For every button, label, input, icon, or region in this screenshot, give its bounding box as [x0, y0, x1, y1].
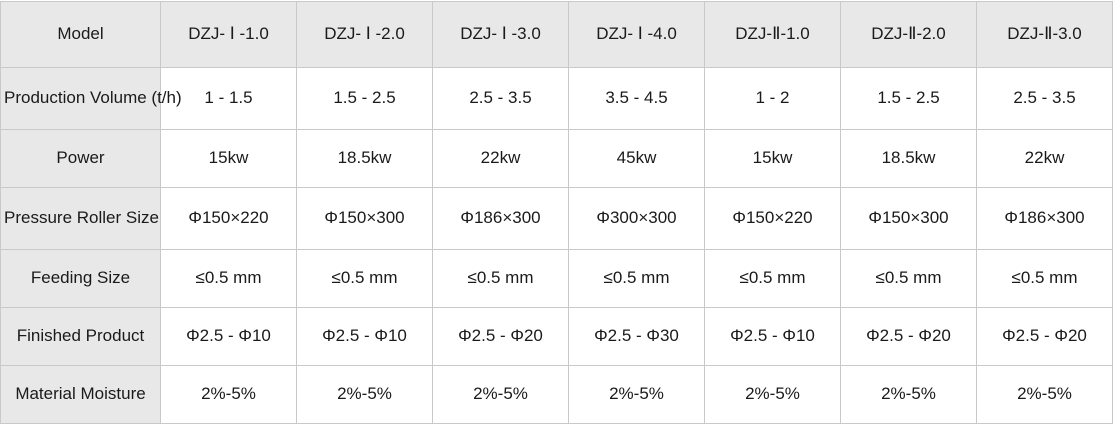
cell-production-volume-1: 1 - 1.5 — [160, 67, 297, 130]
cell-feeding-size-5: ≤0.5 mm — [704, 249, 841, 308]
table-row-material-moisture: Material Moisture 2%-5% 2%-5% 2%-5% 2%-5… — [0, 365, 1113, 424]
table-row-power: Power 15kw 18.5kw 22kw 45kw 15kw 18.5kw … — [0, 129, 1113, 188]
table-row-model: Model DZJ- Ⅰ -1.0 DZJ- Ⅰ -2.0 DZJ- Ⅰ -3.… — [0, 1, 1113, 68]
cell-feeding-size-2: ≤0.5 mm — [296, 249, 433, 308]
column-header-model-6: DZJ-Ⅱ-2.0 — [840, 1, 977, 68]
cell-pressure-roller-size-1: Φ150×220 — [160, 187, 297, 250]
column-header-model-4: DZJ- Ⅰ -4.0 — [568, 1, 705, 68]
cell-material-moisture-4: 2%-5% — [568, 365, 705, 424]
cell-power-4: 45kw — [568, 129, 705, 188]
cell-feeding-size-7: ≤0.5 mm — [976, 249, 1113, 308]
cell-material-moisture-5: 2%-5% — [704, 365, 841, 424]
cell-power-1: 15kw — [160, 129, 297, 188]
cell-power-5: 15kw — [704, 129, 841, 188]
column-header-model-1: DZJ- Ⅰ -1.0 — [160, 1, 297, 68]
row-header-material-moisture: Material Moisture — [0, 365, 161, 424]
column-header-model-5: DZJ-Ⅱ-1.0 — [704, 1, 841, 68]
cell-production-volume-3: 2.5 - 3.5 — [432, 67, 569, 130]
table-row-finished-product: Finished Product Φ2.5 - Φ10 Φ2.5 - Φ10 Φ… — [0, 307, 1113, 366]
column-header-model: Model — [0, 1, 161, 68]
cell-finished-product-6: Φ2.5 - Φ20 — [840, 307, 977, 366]
cell-pressure-roller-size-5: Φ150×220 — [704, 187, 841, 250]
cell-feeding-size-6: ≤0.5 mm — [840, 249, 977, 308]
cell-finished-product-1: Φ2.5 - Φ10 — [160, 307, 297, 366]
cell-pressure-roller-size-4: Φ300×300 — [568, 187, 705, 250]
cell-pressure-roller-size-3: Φ186×300 — [432, 187, 569, 250]
cell-finished-product-3: Φ2.5 - Φ20 — [432, 307, 569, 366]
cell-production-volume-4: 3.5 - 4.5 — [568, 67, 705, 130]
specification-table: Model DZJ- Ⅰ -1.0 DZJ- Ⅰ -2.0 DZJ- Ⅰ -3.… — [0, 1, 1113, 424]
cell-production-volume-2: 1.5 - 2.5 — [296, 67, 433, 130]
cell-material-moisture-6: 2%-5% — [840, 365, 977, 424]
cell-material-moisture-2: 2%-5% — [296, 365, 433, 424]
column-header-model-3: DZJ- Ⅰ -3.0 — [432, 1, 569, 68]
cell-material-moisture-1: 2%-5% — [160, 365, 297, 424]
row-header-feeding-size: Feeding Size — [0, 249, 161, 308]
cell-power-7: 22kw — [976, 129, 1113, 188]
table-row-production-volume: Production Volume (t/h) 1 - 1.5 1.5 - 2.… — [0, 67, 1113, 130]
cell-feeding-size-3: ≤0.5 mm — [432, 249, 569, 308]
row-header-finished-product: Finished Product — [0, 307, 161, 366]
row-header-pressure-roller-size: Pressure Roller Size — [0, 187, 161, 250]
cell-material-moisture-3: 2%-5% — [432, 365, 569, 424]
table-row-pressure-roller-size: Pressure Roller Size Φ150×220 Φ150×300 Φ… — [0, 187, 1113, 250]
cell-pressure-roller-size-7: Φ186×300 — [976, 187, 1113, 250]
row-header-power: Power — [0, 129, 161, 188]
cell-pressure-roller-size-2: Φ150×300 — [296, 187, 433, 250]
table-row-feeding-size: Feeding Size ≤0.5 mm ≤0.5 mm ≤0.5 mm ≤0.… — [0, 249, 1113, 308]
cell-production-volume-7: 2.5 - 3.5 — [976, 67, 1113, 130]
cell-finished-product-5: Φ2.5 - Φ10 — [704, 307, 841, 366]
cell-feeding-size-4: ≤0.5 mm — [568, 249, 705, 308]
cell-feeding-size-1: ≤0.5 mm — [160, 249, 297, 308]
cell-production-volume-5: 1 - 2 — [704, 67, 841, 130]
cell-finished-product-2: Φ2.5 - Φ10 — [296, 307, 433, 366]
cell-finished-product-4: Φ2.5 - Φ30 — [568, 307, 705, 366]
column-header-model-7: DZJ-Ⅱ-3.0 — [976, 1, 1113, 68]
cell-production-volume-6: 1.5 - 2.5 — [840, 67, 977, 130]
cell-material-moisture-7: 2%-5% — [976, 365, 1113, 424]
cell-finished-product-7: Φ2.5 - Φ20 — [976, 307, 1113, 366]
cell-pressure-roller-size-6: Φ150×300 — [840, 187, 977, 250]
column-header-model-2: DZJ- Ⅰ -2.0 — [296, 1, 433, 68]
cell-power-6: 18.5kw — [840, 129, 977, 188]
cell-power-3: 22kw — [432, 129, 569, 188]
row-header-production-volume: Production Volume (t/h) — [0, 67, 182, 130]
cell-power-2: 18.5kw — [296, 129, 433, 188]
